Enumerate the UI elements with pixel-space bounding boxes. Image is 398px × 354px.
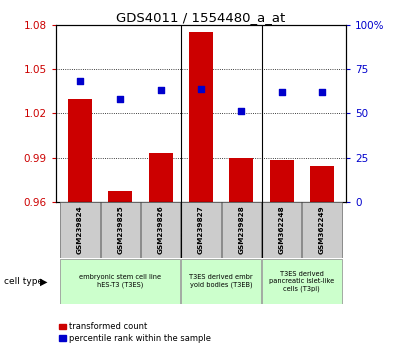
FancyBboxPatch shape (101, 202, 140, 258)
FancyBboxPatch shape (302, 202, 342, 258)
FancyBboxPatch shape (181, 202, 221, 258)
Bar (269, 160, 294, 202)
Point (158, 87, 164, 93)
Text: T3ES derived embr
yoid bodies (T3EB): T3ES derived embr yoid bodies (T3EB) (189, 274, 253, 289)
FancyBboxPatch shape (60, 202, 100, 258)
Point (238, 108, 244, 113)
Text: cell type: cell type (4, 277, 43, 286)
Text: GSM239826: GSM239826 (158, 206, 164, 255)
Text: GSM239825: GSM239825 (117, 206, 123, 255)
Text: GSM239824: GSM239824 (77, 206, 83, 255)
Title: GDS4011 / 1554480_a_at: GDS4011 / 1554480_a_at (116, 11, 286, 24)
Bar (310, 166, 334, 202)
Text: T3ES derived
pancreatic islet-like
cells (T3pi): T3ES derived pancreatic islet-like cells… (269, 271, 334, 292)
FancyBboxPatch shape (141, 202, 180, 258)
FancyBboxPatch shape (262, 202, 301, 258)
Text: ▶: ▶ (40, 276, 47, 286)
Legend: transformed count, percentile rank within the sample: transformed count, percentile rank withi… (56, 319, 215, 346)
Point (117, 96, 123, 102)
Text: GSM239828: GSM239828 (238, 206, 244, 255)
Text: GSM362249: GSM362249 (319, 206, 325, 255)
Bar (148, 153, 173, 202)
Point (279, 89, 285, 95)
FancyBboxPatch shape (222, 202, 261, 258)
FancyBboxPatch shape (181, 259, 261, 303)
Point (77, 79, 83, 84)
Bar (108, 192, 133, 202)
Text: GSM362248: GSM362248 (279, 206, 285, 255)
Bar (189, 32, 213, 202)
FancyBboxPatch shape (262, 259, 342, 303)
Text: GSM239827: GSM239827 (198, 206, 204, 255)
Bar (68, 98, 92, 202)
Point (198, 86, 204, 92)
Point (319, 89, 325, 95)
FancyBboxPatch shape (60, 259, 180, 303)
Text: embryonic stem cell line
hES-T3 (T3ES): embryonic stem cell line hES-T3 (T3ES) (79, 274, 161, 289)
Bar (229, 158, 254, 202)
